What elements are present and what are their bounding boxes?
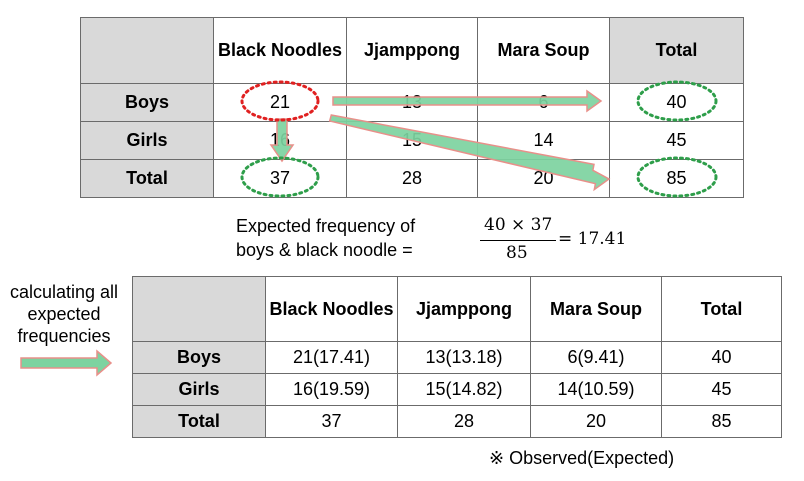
row-label-girls: Girls bbox=[132, 373, 266, 406]
header-mara-soup: Mara Soup bbox=[477, 17, 610, 84]
expected-table: Black Noodles Jjamppong Mara Soup Total … bbox=[132, 276, 782, 438]
highlight-row-total bbox=[636, 80, 718, 122]
cell-total-black-noodles: 37 bbox=[265, 405, 398, 438]
cell-total-jjamppong: 28 bbox=[346, 159, 478, 198]
side-label: calculating all expected frequencies bbox=[9, 282, 119, 346]
cell-girls-total: 45 bbox=[661, 373, 782, 406]
cell-girls-black-noodles: 16(19.59) bbox=[265, 373, 398, 406]
table-header-row: Black Noodles Jjamppong Mara Soup Total bbox=[132, 276, 782, 342]
table-row: Boys 21(17.41) 13(13.18) 6(9.41) 40 bbox=[132, 341, 782, 374]
cell-total-jjamppong: 28 bbox=[397, 405, 531, 438]
formula-label-line1: Expected frequency of bbox=[236, 216, 416, 236]
header-mara-soup: Mara Soup bbox=[530, 276, 662, 342]
corner-cell bbox=[132, 276, 266, 342]
cell-total-black-noodles: 37 bbox=[213, 159, 347, 198]
cell-boys-black-noodles: 21(17.41) bbox=[265, 341, 398, 374]
highlight-observed-cell bbox=[240, 80, 320, 122]
observed-table: Black Noodles Jjamppong Mara Soup Total … bbox=[80, 17, 744, 198]
table-row: Girls 16(19.59) 15(14.82) 14(10.59) 45 bbox=[132, 373, 782, 406]
header-black-noodles: Black Noodles bbox=[265, 276, 398, 342]
table-row: Girls 16 15 14 45 bbox=[80, 121, 744, 160]
arrow-grand-total bbox=[328, 114, 611, 192]
corner-cell bbox=[80, 17, 214, 84]
cell-girls-total: 45 bbox=[609, 121, 744, 160]
arrow-row-total bbox=[332, 89, 603, 113]
row-label-total: Total bbox=[132, 405, 266, 438]
table-header-row: Black Noodles Jjamppong Mara Soup Total bbox=[80, 17, 744, 84]
header-total: Total bbox=[661, 276, 782, 342]
formula-result: = 17.41 bbox=[558, 229, 627, 249]
header-black-noodles: Black Noodles bbox=[213, 17, 347, 84]
highlight-column-total bbox=[240, 156, 320, 198]
table-row: Total 37 28 20 85 bbox=[132, 405, 782, 438]
cell-boys-total: 40 bbox=[661, 341, 782, 374]
table-row: Boys 21 13 6 40 bbox=[80, 83, 744, 122]
formula-label-line2: boys & black noodle = bbox=[236, 240, 413, 260]
cell-girls-mara-soup: 14(10.59) bbox=[530, 373, 662, 406]
cell-boys-total: 40 bbox=[609, 83, 744, 122]
arrow-column-total bbox=[269, 118, 295, 163]
cell-boys-mara-soup: 6(9.41) bbox=[530, 341, 662, 374]
highlight-grand-total bbox=[636, 156, 718, 198]
cell-girls-jjamppong: 15(14.82) bbox=[397, 373, 531, 406]
fraction-denominator: 85 bbox=[506, 243, 528, 263]
header-total: Total bbox=[609, 17, 744, 84]
arrow-calculate bbox=[20, 349, 113, 377]
row-label-girls: Girls bbox=[80, 121, 214, 160]
cell-boys-jjamppong: 13(13.18) bbox=[397, 341, 531, 374]
expected-frequency-formula: 40 × 37 85 = 17.41 bbox=[476, 215, 636, 265]
cell-total-mara-soup: 20 bbox=[530, 405, 662, 438]
row-label-total: Total bbox=[80, 159, 214, 198]
fraction-bar bbox=[480, 240, 556, 241]
legend-note: ※ Observed(Expected) bbox=[489, 448, 675, 468]
row-label-boys: Boys bbox=[132, 341, 266, 374]
header-jjamppong: Jjamppong bbox=[397, 276, 531, 342]
fraction-numerator: 40 × 37 bbox=[484, 215, 553, 235]
cell-grand-total: 85 bbox=[661, 405, 782, 438]
cell-boys-black-noodles: 21 bbox=[213, 83, 347, 122]
